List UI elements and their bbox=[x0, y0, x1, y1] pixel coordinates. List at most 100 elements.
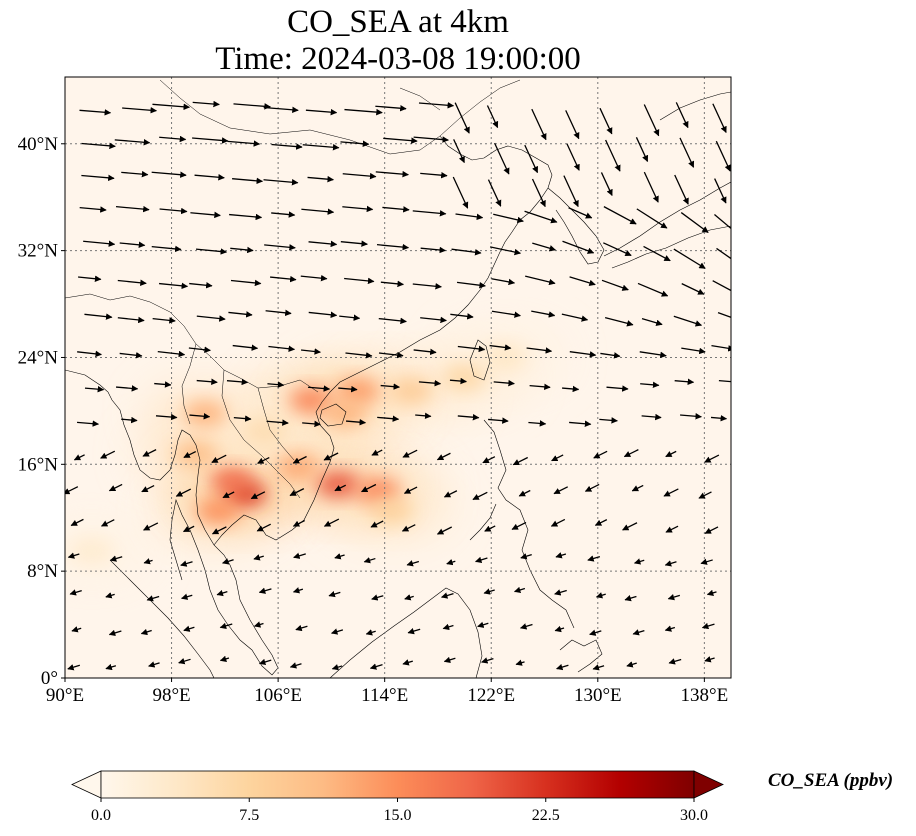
co-plume bbox=[369, 498, 414, 525]
wind-arrow bbox=[216, 589, 228, 597]
wind-arrow bbox=[587, 555, 601, 562]
wind-arrow bbox=[420, 246, 447, 254]
wind-arrow bbox=[531, 310, 556, 318]
wind-arrow bbox=[584, 483, 600, 492]
wind-arrow bbox=[189, 282, 213, 289]
wind-arrow bbox=[595, 592, 606, 599]
wind-arrow bbox=[673, 248, 706, 269]
wind-arrow bbox=[449, 377, 467, 385]
wind-arrow bbox=[553, 486, 569, 495]
wind-arrow bbox=[477, 621, 489, 628]
co-plume bbox=[173, 440, 218, 467]
wind-arrow bbox=[79, 109, 112, 116]
wind-arrow bbox=[451, 248, 482, 256]
wind-arrow bbox=[569, 276, 596, 287]
wind-arrow bbox=[525, 275, 556, 286]
wind-arrow bbox=[77, 420, 100, 427]
wind-arrow bbox=[152, 103, 191, 111]
wind-arrow bbox=[71, 626, 82, 633]
wind-arrow bbox=[442, 623, 454, 630]
wind-arrow bbox=[640, 381, 660, 389]
lon-tick-label: 138°E bbox=[681, 685, 729, 706]
wind-vectors bbox=[65, 100, 731, 671]
co-plume bbox=[322, 400, 367, 427]
wind-arrow bbox=[412, 210, 447, 217]
wind-arrow bbox=[338, 385, 358, 393]
wind-arrow bbox=[493, 213, 524, 224]
wind-arrow bbox=[520, 553, 532, 560]
wind-arrow bbox=[710, 415, 728, 422]
colorbar-upper-extension bbox=[693, 770, 724, 799]
wind-arrow bbox=[301, 208, 335, 215]
wind-arrow bbox=[515, 659, 525, 666]
wind-arrow bbox=[81, 174, 115, 182]
wind-arrow bbox=[701, 622, 715, 630]
wind-arrow bbox=[633, 558, 645, 565]
wind-arrow bbox=[455, 213, 484, 221]
wind-arrow bbox=[83, 240, 116, 247]
wind-arrow bbox=[114, 139, 151, 146]
philippines-coastline bbox=[469, 419, 575, 629]
wind-arrow bbox=[443, 490, 458, 498]
wind-arrow bbox=[143, 558, 153, 565]
wind-arrow bbox=[256, 523, 271, 532]
wind-arrow bbox=[529, 383, 551, 391]
wind-arrow bbox=[524, 144, 539, 174]
wind-arrow bbox=[253, 621, 264, 628]
wind-arrow bbox=[331, 664, 343, 671]
wind-arrow bbox=[378, 317, 407, 325]
wind-arrow bbox=[402, 449, 418, 458]
wind-arrow bbox=[196, 378, 218, 386]
wind-arrow bbox=[222, 558, 234, 565]
wind-arrow bbox=[328, 590, 341, 598]
wind-arrow bbox=[664, 560, 677, 567]
sulawesi-coastline bbox=[559, 639, 603, 673]
lat-tick-label: 0° bbox=[41, 668, 58, 689]
wind-arrow bbox=[711, 344, 731, 352]
wind-arrow bbox=[513, 586, 526, 594]
lon-tick-label: 90°E bbox=[46, 685, 84, 706]
wind-arrow bbox=[233, 103, 271, 110]
wind-arrow bbox=[226, 378, 249, 386]
wind-arrow bbox=[194, 174, 225, 181]
wind-arrow bbox=[482, 456, 496, 464]
wind-arrow bbox=[562, 385, 580, 393]
hainan-island bbox=[319, 403, 347, 427]
co-plume bbox=[389, 377, 434, 404]
wind-arrow bbox=[415, 412, 432, 420]
map-frame bbox=[64, 76, 732, 679]
wind-arrow bbox=[641, 318, 663, 326]
taiwan-island bbox=[469, 339, 491, 381]
wind-arrow bbox=[569, 351, 597, 358]
wind-arrow bbox=[418, 379, 442, 387]
wind-arrow bbox=[230, 246, 254, 254]
latitude-ticks: 0° 8°N 16°N 24°N 32°N 40°N bbox=[18, 134, 65, 689]
wind-arrow bbox=[211, 454, 227, 464]
wind-arrow bbox=[189, 413, 211, 420]
wind-arrow bbox=[626, 661, 637, 668]
wind-arrow bbox=[436, 452, 451, 461]
wind-arrow bbox=[263, 106, 299, 114]
wind-arrow bbox=[589, 629, 602, 636]
wind-arrow bbox=[593, 450, 608, 459]
wind-arrow bbox=[680, 413, 702, 420]
borneo-coastline bbox=[329, 587, 483, 678]
co-plume bbox=[316, 471, 361, 498]
wind-arrow bbox=[271, 143, 303, 150]
wind-arrow bbox=[526, 347, 553, 354]
wind-arrow bbox=[639, 351, 667, 359]
wind-arrow bbox=[643, 104, 660, 137]
wind-arrow bbox=[178, 658, 191, 665]
wind-arrow bbox=[604, 317, 634, 327]
wind-arrow bbox=[307, 175, 334, 183]
wind-arrow bbox=[79, 206, 107, 213]
wind-arrow bbox=[380, 383, 400, 390]
wind-arrow bbox=[446, 558, 456, 566]
wind-arrow bbox=[268, 345, 296, 352]
wind-arrow bbox=[664, 625, 676, 632]
wind-arrow bbox=[475, 556, 488, 564]
wind-arrow bbox=[265, 309, 292, 317]
co-plume-layer bbox=[69, 344, 527, 565]
